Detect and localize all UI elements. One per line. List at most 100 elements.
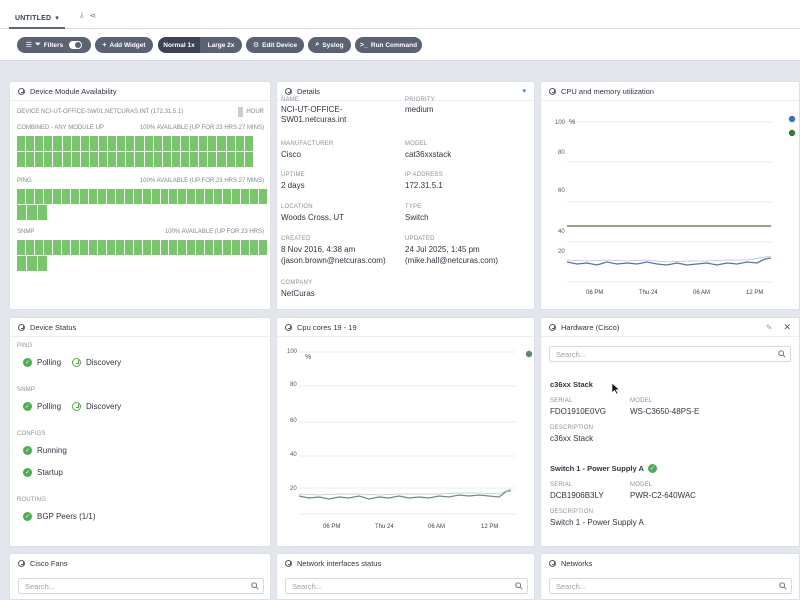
filters-toggle[interactable] xyxy=(69,41,83,49)
networks-search-input[interactable] xyxy=(549,578,792,594)
availability-segment xyxy=(34,189,43,204)
row-summary: 100% AVAILABLE (UP FOR 23 HRS 27 MINS) xyxy=(139,125,264,131)
hardware-title-label: c36xx Stack xyxy=(550,380,593,389)
search-icon[interactable] xyxy=(778,350,786,358)
plus-icon: + xyxy=(102,41,107,49)
availability-segment xyxy=(44,152,53,167)
panel-title: Device Status xyxy=(30,322,77,332)
availability-segment xyxy=(199,136,208,151)
legend-dot-core[interactable] xyxy=(525,350,533,358)
y-tick: 20 xyxy=(558,249,565,255)
availability-segment xyxy=(232,240,241,255)
field-priority: PRIORITY medium xyxy=(405,97,435,114)
edit-device-button[interactable]: ⚙ Edit Device xyxy=(246,37,304,53)
terminal-icon: >_ xyxy=(359,41,368,49)
field-label: CREATED xyxy=(281,236,311,242)
hardware-search-input[interactable] xyxy=(549,346,791,362)
availability-segment xyxy=(53,152,62,167)
field-value: NetCuras xyxy=(281,289,315,298)
availability-segment xyxy=(62,152,71,167)
legend-dot-cpu[interactable] xyxy=(788,115,796,123)
availability-segment xyxy=(115,240,124,255)
close-icon[interactable]: ✕ xyxy=(783,321,791,332)
availability-segment xyxy=(232,189,241,204)
pin-icon[interactable]: ⫰ xyxy=(80,11,84,20)
hour-selector[interactable]: HOUR xyxy=(238,107,264,117)
syslog-label: Syslog xyxy=(322,41,344,49)
hardware-panel: Hardware (Cisco) ✎ ✕ c36xx Stack SERIAL … xyxy=(540,317,800,547)
status-ping-polling: ✓ Polling xyxy=(23,358,61,367)
availability-segment xyxy=(43,240,52,255)
availability-segment xyxy=(235,152,244,167)
dropdown-icon[interactable]: ▾ xyxy=(522,88,526,95)
availability-segment xyxy=(17,240,25,255)
filters-label: Filters xyxy=(43,41,64,49)
search-icon[interactable] xyxy=(515,582,523,590)
model-value: WS-C3650-48PS-E xyxy=(630,407,700,416)
fans-search-input[interactable] xyxy=(18,578,264,594)
syslog-button[interactable]: ⌕ Syslog xyxy=(308,37,351,53)
snmp-row: SNMP 100% AVAILABLE (UP FOR 23 HRS) xyxy=(17,229,264,235)
availability-segment xyxy=(241,189,250,204)
group-label: SNMP xyxy=(17,387,36,393)
availability-segment xyxy=(133,189,142,204)
availability-segment xyxy=(88,189,97,204)
status-snmp-polling: ✓ Polling xyxy=(23,402,61,411)
field-label: COMPANY xyxy=(281,280,313,286)
large-size-button[interactable]: Large 2x xyxy=(200,37,242,53)
availability-segment xyxy=(142,240,151,255)
core-series-line xyxy=(298,490,511,500)
availability-segment xyxy=(52,189,61,204)
search-icon[interactable] xyxy=(779,582,787,590)
availability-segment xyxy=(53,136,62,151)
availability-segment xyxy=(80,152,89,167)
interfaces-search-input[interactable] xyxy=(285,578,528,594)
share-icon[interactable]: ⋖ xyxy=(89,11,97,20)
availability-segment xyxy=(80,136,89,151)
y-tick: 100 xyxy=(555,120,566,126)
clock-icon xyxy=(72,358,81,367)
tab-untitled[interactable]: UNTITLED ▾ xyxy=(9,9,65,29)
panel-header: Hardware (Cisco) ✎ ✕ xyxy=(541,318,799,337)
field-value: Cisco xyxy=(281,150,302,159)
availability-segment xyxy=(27,205,37,220)
panel-title: Networks xyxy=(561,559,593,568)
availability-segment xyxy=(196,189,205,204)
search-icon[interactable] xyxy=(251,582,259,590)
availability-segment xyxy=(88,240,97,255)
add-widget-button[interactable]: + Add Widget xyxy=(95,37,153,53)
chevron-down-icon[interactable]: ▾ xyxy=(55,15,59,22)
serial-value: FDO1910E0VG xyxy=(550,407,607,416)
serial-label: SERIAL xyxy=(550,482,573,488)
status-config-running: ✓ Running xyxy=(23,446,67,455)
hardware-item-title: c36xx Stack xyxy=(550,380,593,389)
normal-size-button[interactable]: Normal 1x xyxy=(158,37,200,53)
legend-dot-memory[interactable] xyxy=(788,129,796,137)
device-row: DEVICE NCI-UT-OFFICE-SW01.NETCURAS.INT (… xyxy=(17,107,264,117)
availability-segment xyxy=(241,240,250,255)
run-command-button[interactable]: >_ Run Command xyxy=(355,37,422,53)
field-type: TYPE Switch xyxy=(405,204,429,222)
availability-segment xyxy=(106,189,115,204)
filters-button[interactable]: ☰ ⏷ Filters xyxy=(17,37,91,53)
availability-segment xyxy=(98,136,108,151)
clock-icon xyxy=(285,87,292,95)
large-size-label: Large 2x xyxy=(207,41,235,49)
menu-icon: ☰ xyxy=(25,42,33,49)
combined-bars-2 xyxy=(17,152,253,167)
model-value: PWR-C2-640WAC xyxy=(630,491,696,500)
chart-grid xyxy=(299,351,515,515)
cpu-cores-chart: 100 % 80 60 40 20 06 PM Thu 24 06 AM 12 … xyxy=(287,349,533,530)
availability-segment xyxy=(208,136,217,151)
edit-icon[interactable]: ✎ xyxy=(765,322,773,332)
hardware-title-label: Switch 1 - Power Supply A xyxy=(550,464,644,473)
availability-segment xyxy=(187,189,196,204)
hour-label: HOUR xyxy=(246,109,264,115)
availability-segment xyxy=(126,152,135,167)
field-value: 2 days xyxy=(281,181,305,190)
field-label: UPDATED xyxy=(405,236,435,242)
status-config-startup: ✓ Startup xyxy=(23,468,63,477)
availability-segment xyxy=(108,152,117,167)
availability-segment xyxy=(133,240,142,255)
field-label: PRIORITY xyxy=(405,97,435,103)
